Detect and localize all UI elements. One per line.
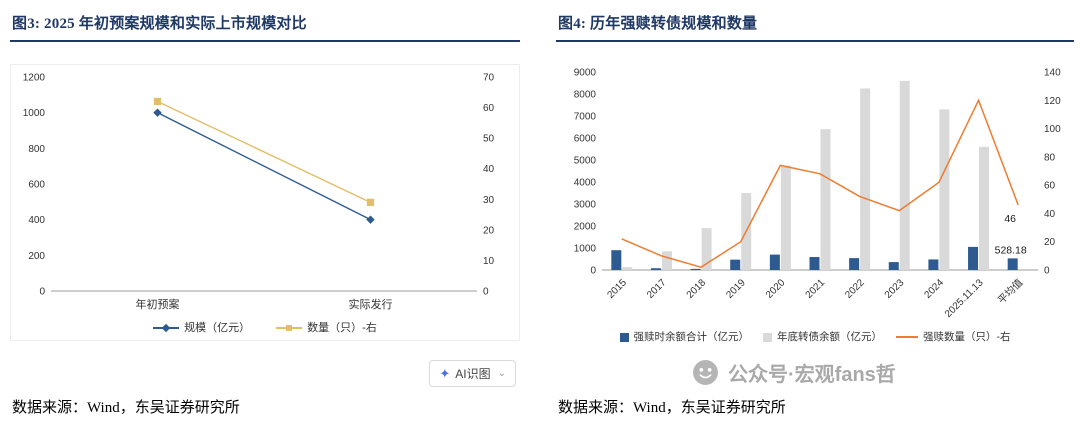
svg-text:0: 0 (1044, 266, 1050, 277)
diamond-marker (153, 108, 162, 117)
svg-text:6000: 6000 (574, 134, 597, 145)
svg-text:60: 60 (483, 103, 495, 114)
legend-label: 强赎时余额合计（亿元） (633, 331, 750, 343)
svg-text:800: 800 (28, 144, 45, 155)
svg-text:8000: 8000 (574, 90, 597, 101)
legend-line-square-marker (276, 325, 303, 331)
face-logo-icon (693, 360, 718, 385)
legend-item-redeem-count: 强赎数量（只）-右 (896, 330, 1011, 344)
svg-text:120: 120 (1044, 96, 1061, 107)
svg-text:1000: 1000 (574, 244, 597, 255)
svg-text:70: 70 (483, 73, 495, 84)
svg-text:20: 20 (483, 225, 495, 236)
legend-label: 数量（只）-右 (307, 322, 377, 334)
svg-text:50: 50 (483, 134, 495, 145)
watermark: 公众号·宏观fans哲 (692, 358, 896, 387)
svg-text:2020: 2020 (764, 277, 788, 301)
svg-text:2017: 2017 (645, 277, 669, 301)
watermark-text: 公众号·宏观fans哲 (728, 364, 896, 386)
redeem-count-line (621, 98, 1019, 268)
figure3-source: 数据来源：Wind，东吴证券研究所 (12, 400, 240, 416)
legend-item-count: 数量（只）-右 (276, 321, 377, 335)
svg-text:1200: 1200 (23, 73, 46, 84)
figure3-svg: 0 200 400 600 800 1000 1200 0 10 20 30 40 50 60 70 年初预案… (23, 73, 495, 312)
legend-label: 年底转债余额（亿元） (777, 331, 882, 343)
square-marker (366, 198, 375, 206)
svg-text:60: 60 (1044, 181, 1056, 192)
svg-text:40: 40 (1044, 209, 1056, 220)
figure4-panel: 图4: 历年强赎转债规模和数量 0 1000 2000 3000 4000 5000 600… (556, 8, 1074, 418)
sparkle-icon: ✦ (439, 365, 451, 381)
svg-text:4000: 4000 (574, 178, 597, 189)
svg-text:9000: 9000 (574, 68, 597, 79)
combo-chart-canvas: 0 1000 2000 3000 4000 5000 6000 7000 8000 9000 0 20… (556, 60, 1074, 328)
svg-text:140: 140 (1044, 68, 1061, 79)
svg-text:100: 100 (1044, 124, 1061, 135)
svg-text:30: 30 (483, 195, 495, 206)
svg-text:200: 200 (28, 251, 45, 262)
svg-text:2022: 2022 (843, 277, 867, 301)
bar-series-1 (622, 80, 990, 271)
line-series-1 (157, 100, 371, 203)
bar-series-0 (611, 246, 1018, 270)
figure3-chart: 0 200 400 600 800 1000 1200 0 10 20 30 40 50 60 70 年初预案… (10, 64, 520, 341)
data-label: 46 (1004, 213, 1016, 225)
legend-item-yearend-balance: 年底转债余额（亿元） (763, 330, 882, 344)
svg-text:平均值: 平均值 (995, 276, 1025, 306)
diamond-marker (366, 215, 375, 224)
line-chart-canvas: 0 200 400 600 800 1000 1200 0 10 20 30 40 50 60 70 年初预案… (11, 67, 519, 319)
svg-text:2023: 2023 (883, 277, 907, 301)
figure4-source: 数据来源：Wind，东吴证券研究所 (558, 400, 786, 416)
figure4-chart: 0 1000 2000 3000 4000 5000 6000 7000 8000 9000 0 20… (556, 60, 1074, 346)
svg-text:0: 0 (39, 287, 45, 298)
line-marker-icon (896, 336, 918, 338)
svg-text:7000: 7000 (574, 112, 597, 123)
svg-text:2021: 2021 (804, 277, 828, 301)
svg-text:5000: 5000 (574, 156, 597, 167)
diamond-marker-icon (161, 323, 171, 333)
legend-item-redeem-balance: 强赎时余额合计（亿元） (619, 330, 750, 344)
svg-text:10: 10 (483, 256, 495, 267)
figure3-panel: 图3: 2025 年初预案规模和实际上市规模对比 0 200 400 600 800 10… (10, 8, 520, 418)
svg-text:2025.11.13: 2025.11.13 (943, 277, 986, 320)
legend-item-scale: 规模（亿元） (153, 321, 250, 335)
svg-text:2015: 2015 (605, 277, 629, 301)
data-label: 528.18 (995, 244, 1027, 256)
bar-marker-icon (763, 332, 772, 342)
svg-text:实际发行: 实际发行 (349, 297, 393, 311)
svg-text:2000: 2000 (574, 222, 597, 233)
line-series-0 (157, 112, 371, 221)
legend-line-diamond-marker (153, 323, 180, 333)
figure4-svg: 0 1000 2000 3000 4000 5000 6000 7000 8000 9000 0 20… (574, 68, 1061, 320)
svg-text:年初预案: 年初预案 (136, 297, 180, 311)
svg-text:3000: 3000 (574, 200, 597, 211)
figure4-legend: 强赎时余额合计（亿元） 年底转债余额（亿元） 强赎数量（只）-右 (556, 330, 1074, 344)
svg-text:400: 400 (28, 215, 45, 226)
square-marker-icon (286, 325, 293, 331)
legend-label: 规模（亿元） (184, 322, 251, 334)
svg-text:2019: 2019 (724, 277, 748, 301)
bar-marker-icon (619, 332, 629, 342)
svg-text:40: 40 (483, 164, 495, 175)
ai-recognize-button[interactable]: ✦ AI识图 ⌄ (429, 360, 516, 387)
svg-text:600: 600 (28, 180, 45, 191)
chevron-down-icon: ⌄ (497, 368, 506, 379)
legend-label: 强赎数量（只）-右 (923, 331, 1011, 343)
figure3-title: 图3: 2025 年初预案规模和实际上市规模对比 (10, 8, 520, 42)
svg-text:2024: 2024 (923, 277, 947, 301)
svg-text:2018: 2018 (685, 277, 709, 301)
svg-text:20: 20 (1044, 237, 1056, 248)
svg-text:1000: 1000 (23, 108, 46, 119)
svg-text:0: 0 (483, 287, 489, 298)
svg-text:0: 0 (590, 266, 596, 277)
figure4-title: 图4: 历年强赎转债规模和数量 (556, 8, 1074, 42)
ai-button-label: AI识图 (455, 367, 491, 381)
square-marker (153, 97, 162, 106)
figure3-legend: 规模（亿元） 数量（只）-右 (11, 321, 519, 335)
svg-text:80: 80 (1044, 152, 1056, 163)
